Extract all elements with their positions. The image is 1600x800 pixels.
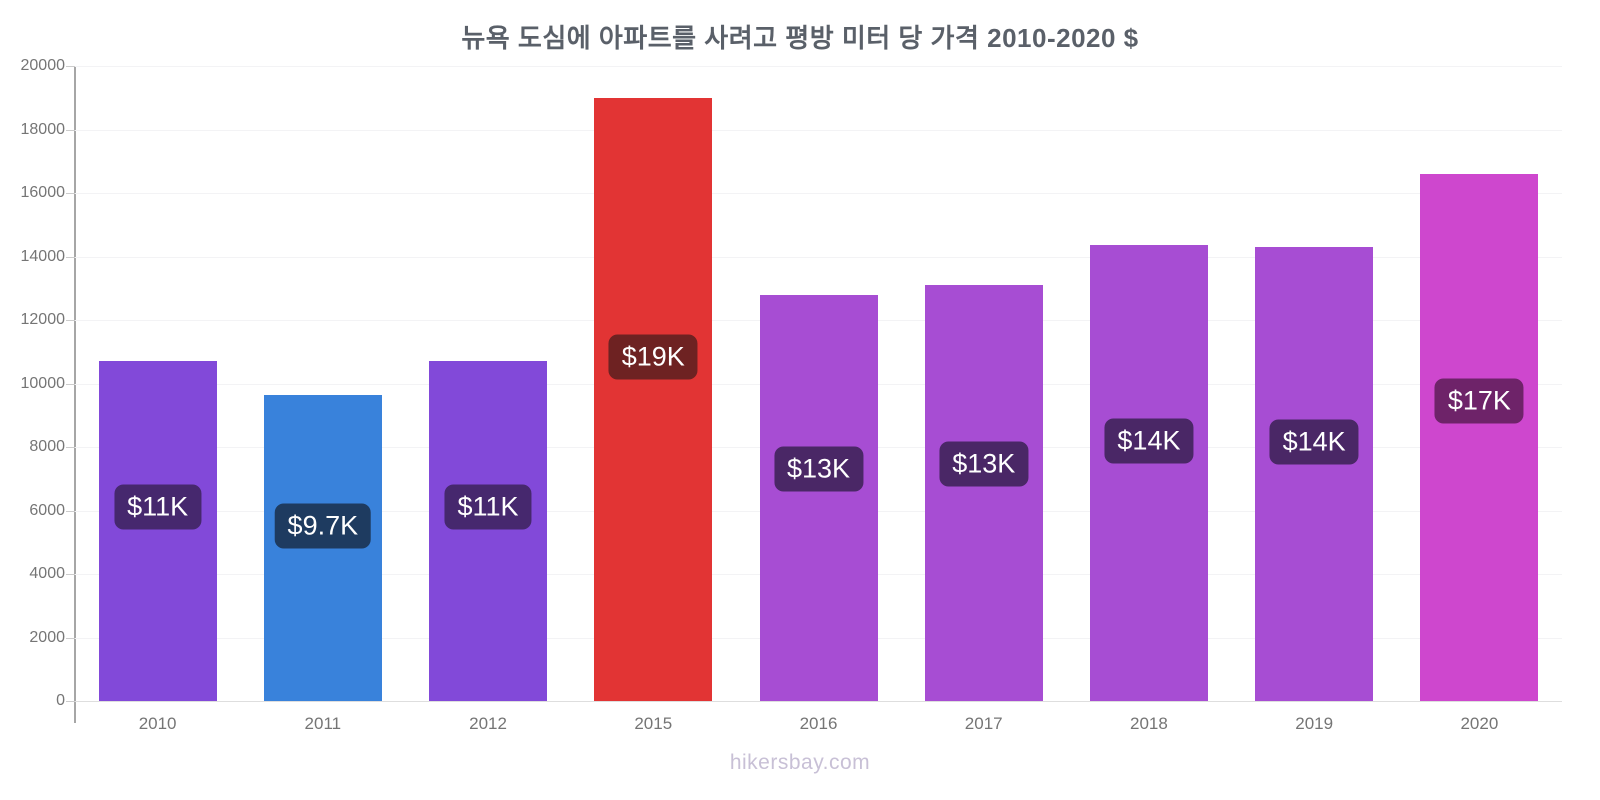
y-tick (66, 256, 75, 258)
y-tick-label: 14000 (20, 247, 66, 265)
x-tick-label: 2011 (304, 714, 342, 733)
bar-2010: $11K (98, 361, 217, 701)
y-tick-label: 20000 (20, 57, 66, 74)
y-tick-label: 2000 (29, 628, 65, 646)
y-tick-label: 12000 (20, 311, 66, 328)
bar-value-badge: $13K (939, 441, 1029, 487)
y-tick-label: 4000 (29, 565, 65, 582)
gridline (75, 193, 1562, 194)
x-tick-label: 2012 (469, 714, 507, 733)
bar-value-badge: $11K (114, 484, 202, 530)
bar-2016: $13K (759, 294, 878, 701)
footer-watermark: hikersbay.com (729, 751, 871, 774)
chart-title: 뉴욕 도심에 아파트를 사려고 평방 미터 당 가격 2010-2020 $ (461, 23, 1139, 53)
x-tick-label: 2019 (1295, 714, 1334, 733)
bar-2019: $14K (1255, 246, 1374, 701)
y-tick (66, 510, 75, 512)
bar-value-badge: $14K (1269, 419, 1359, 465)
x-tick-label: 2015 (634, 714, 673, 733)
y-tick (66, 447, 75, 448)
y-tick (66, 383, 75, 385)
bar-2012: $11K (429, 361, 548, 701)
gridline (75, 256, 1562, 258)
y-tick (66, 129, 75, 131)
x-tick-label: 2017 (964, 714, 1003, 733)
gridline (75, 129, 1562, 131)
bar-value-badge: $14K (1104, 418, 1194, 464)
bar-value-badge: $19K (608, 334, 698, 380)
x-tick-label: 2020 (1460, 714, 1499, 733)
bar-value-badge: $11K (444, 484, 532, 530)
y-tick-label: 16000 (20, 184, 66, 201)
y-tick-label: 8000 (29, 438, 65, 455)
y-tick (66, 320, 75, 321)
y-tick-label: 10000 (20, 374, 66, 392)
y-tick-label: 18000 (20, 120, 66, 138)
y-tick (66, 193, 75, 194)
bar-2018: $14K (1089, 245, 1208, 701)
bar-2015: $19K (594, 97, 713, 701)
y-tick (66, 637, 75, 639)
bar-2017: $13K (924, 285, 1043, 701)
bar-value-badge: $9.7K (274, 503, 372, 549)
bar-2020: $17K (1420, 173, 1539, 701)
y-tick (66, 701, 75, 702)
gridline (75, 66, 1562, 67)
x-tick-label: 2010 (138, 714, 177, 733)
bar-value-badge: $13K (773, 446, 864, 492)
y-tick (66, 66, 75, 67)
y-tick-label: 0 (56, 692, 65, 709)
gridline (75, 701, 1562, 702)
x-tick-label: 2016 (799, 714, 838, 733)
plot-area: 0 2000 4000 6000 8000 10000 12000 14000 16000 180… (21, 57, 1562, 733)
x-tick-label: 2018 (1130, 714, 1168, 733)
y-tick (66, 574, 75, 575)
bar-2011: $9.7K (263, 394, 382, 701)
y-axis-line (74, 66, 76, 723)
y-tick-label: 6000 (29, 501, 65, 519)
bar-value-badge: $17K (1434, 378, 1524, 424)
